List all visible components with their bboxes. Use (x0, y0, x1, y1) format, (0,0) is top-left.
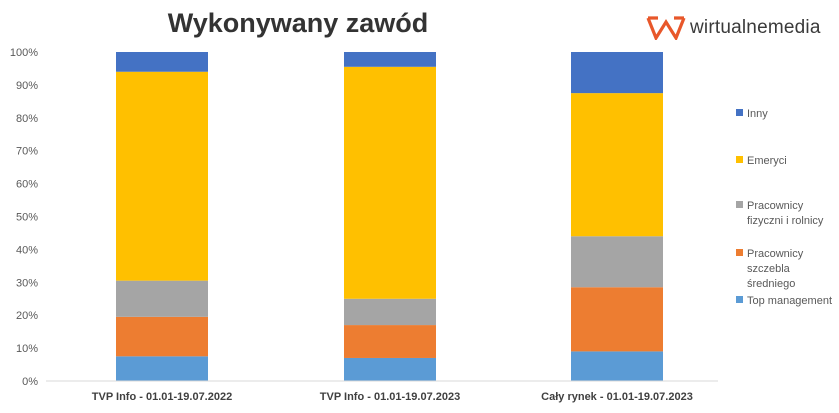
legend-label: Inny (747, 108, 768, 120)
y-tick-label: 50% (16, 212, 38, 224)
legend-swatch (736, 109, 743, 116)
legend-item: Top management (736, 295, 832, 307)
y-tick-label: 80% (16, 113, 38, 125)
legend-label: Pracownicy fizyczni i rolnicy (747, 200, 824, 227)
legend: Inny Emeryci Pracownicy fizyczni i rolnicy P… (736, 108, 832, 307)
y-tick-label: 10% (16, 343, 38, 355)
bar-segment (344, 357, 436, 381)
bar-segment (116, 280, 208, 317)
bar-segment (571, 52, 663, 94)
legend-swatch (736, 296, 743, 303)
legend-item: Inny (736, 108, 768, 120)
bar-segment (116, 316, 208, 357)
bar-segment (571, 93, 663, 237)
bar-segment (344, 325, 436, 358)
y-tick-label: 60% (16, 179, 38, 191)
bar-segment (344, 52, 436, 67)
bar-segment (571, 236, 663, 288)
chart-title: Wykonywany zawód (167, 8, 429, 38)
y-tick-label: 40% (16, 244, 38, 256)
x-tick-label: TVP Info - 01.01-19.07.2023 (320, 391, 460, 403)
bar-segment (344, 66, 436, 299)
y-tick-label: 90% (16, 80, 38, 92)
legend-swatch (736, 156, 743, 163)
y-tick-label: 30% (16, 277, 38, 289)
wm-logo-icon (646, 16, 686, 40)
x-axis: TVP Info - 01.01-19.07.2022 TVP Info - 01… (92, 391, 693, 403)
x-tick-label: TVP Info - 01.01-19.07.2022 (92, 391, 232, 403)
y-tick-label: 0% (22, 376, 38, 388)
y-tick-label: 20% (16, 310, 38, 322)
y-axis: 0% 10% 20% 30% 40% 50% 60% 70% 80% 90% 100% (10, 47, 38, 388)
bars (116, 52, 663, 381)
legend-label: Pracownicy szczebla średniego (747, 248, 804, 290)
bar-segment (344, 298, 436, 326)
legend-label: Emeryci (747, 155, 787, 167)
y-tick-label: 70% (16, 146, 38, 158)
brand-name: wirtualnemedia (690, 17, 821, 38)
legend-label: Top management (747, 295, 832, 307)
bar-segment (571, 287, 663, 352)
brand-logo: wirtualnemedia (646, 14, 821, 42)
legend-item: Pracownicy fizyczni i rolnicy (736, 200, 824, 227)
bar-segment (116, 356, 208, 381)
legend-item: Emeryci (736, 155, 787, 167)
legend-item: Pracownicy szczebla średniego (736, 248, 804, 290)
legend-swatch (736, 249, 743, 256)
y-tick-label: 100% (10, 47, 38, 59)
legend-swatch (736, 201, 743, 208)
bar-segment (571, 351, 663, 381)
x-tick-label: Cały rynek - 01.01-19.07.2023 (541, 391, 693, 403)
bar-segment (116, 71, 208, 281)
bar-segment (116, 52, 208, 72)
